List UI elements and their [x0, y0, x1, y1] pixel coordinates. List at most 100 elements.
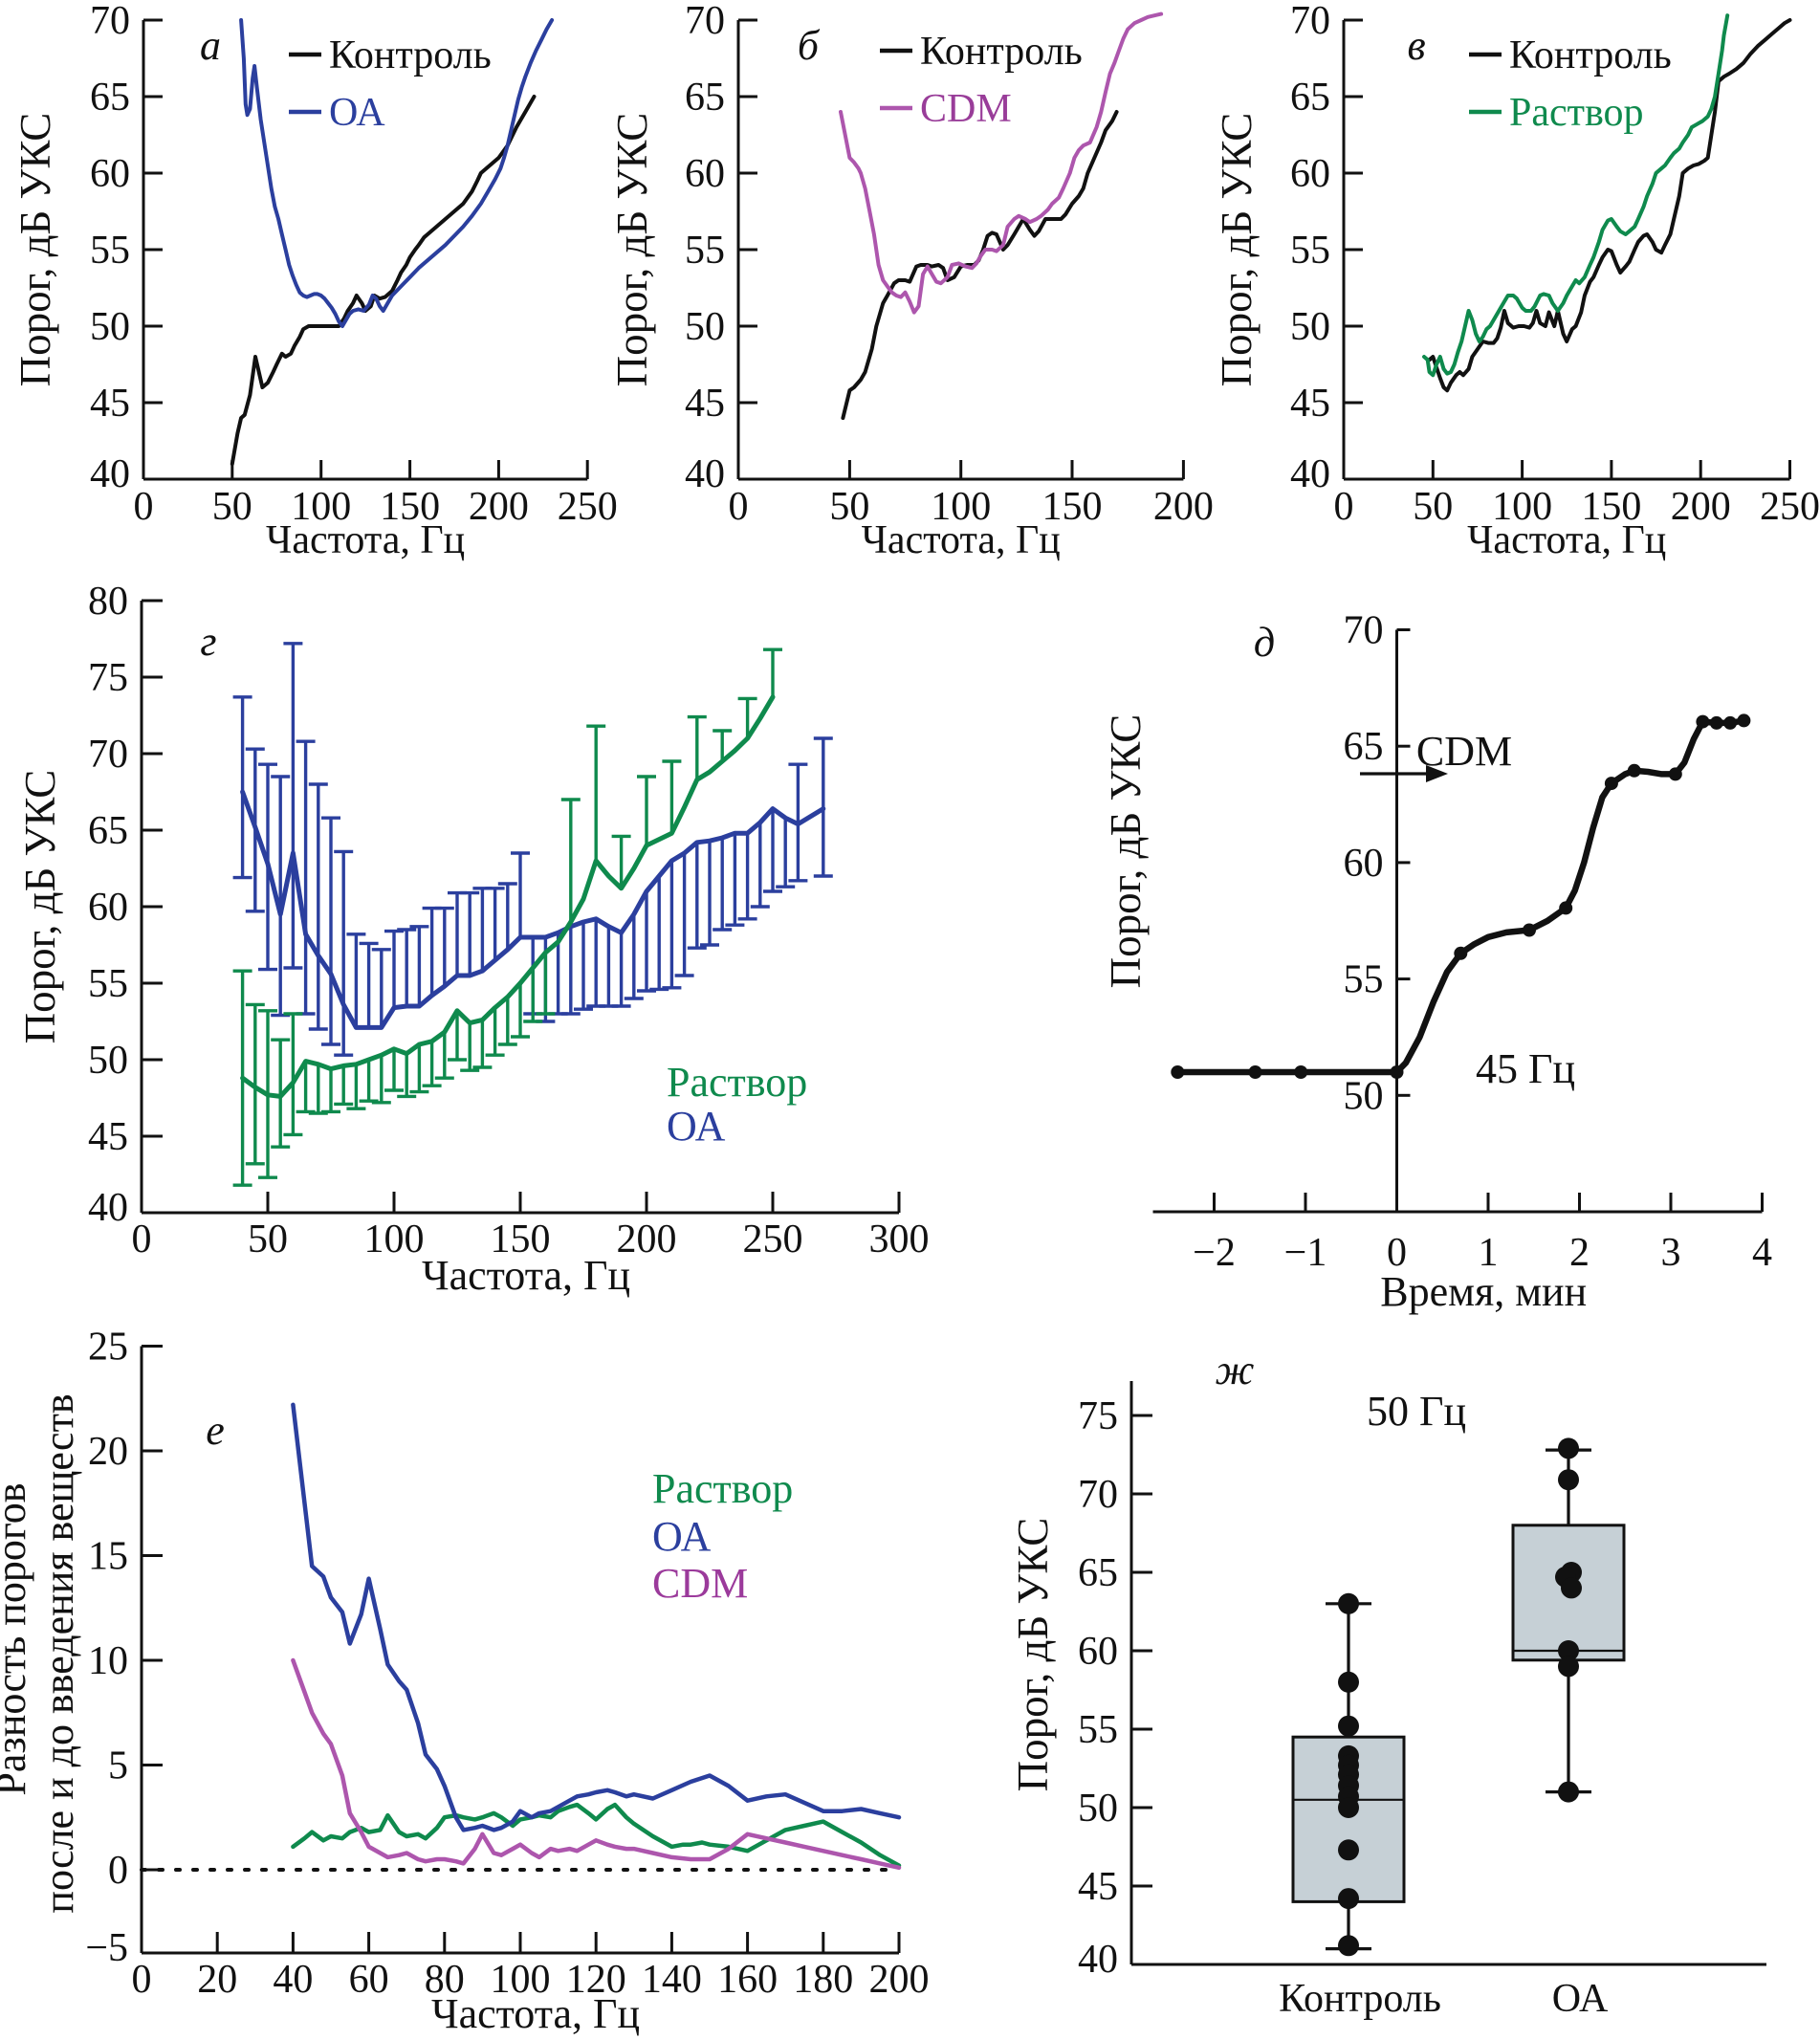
svg-text:CDM: CDM	[1416, 728, 1512, 775]
svg-text:Контроль: Контроль	[920, 30, 1083, 74]
svg-text:55: 55	[1344, 958, 1384, 1002]
svg-text:Раствор: Раствор	[667, 1059, 807, 1106]
svg-text:50: 50	[829, 485, 869, 529]
svg-text:50 Гц: 50 Гц	[1367, 1388, 1466, 1435]
svg-text:Частота, Гц: Частота, Гц	[266, 518, 465, 562]
svg-text:55: 55	[88, 962, 128, 1006]
svg-text:ОА: ОА	[652, 1513, 712, 1560]
svg-text:45: 45	[90, 382, 130, 426]
svg-text:60: 60	[1290, 152, 1330, 196]
svg-text:г: г	[200, 618, 216, 665]
svg-text:Порог, дБ УКС: Порог, дБ УКС	[16, 770, 64, 1044]
svg-text:55: 55	[685, 229, 725, 273]
svg-text:200: 200	[617, 1217, 677, 1261]
svg-text:150: 150	[1042, 485, 1103, 529]
svg-text:100: 100	[491, 1958, 551, 2002]
svg-text:75: 75	[88, 656, 128, 700]
svg-text:60: 60	[90, 152, 130, 196]
svg-text:150: 150	[1581, 485, 1641, 529]
svg-text:55: 55	[1290, 229, 1330, 273]
svg-text:50: 50	[1290, 305, 1330, 349]
svg-text:ОА: ОА	[329, 91, 385, 135]
svg-text:40: 40	[88, 1186, 128, 1230]
svg-text:40: 40	[1290, 452, 1330, 496]
svg-text:50: 50	[88, 1039, 128, 1083]
svg-text:б: б	[798, 22, 821, 69]
svg-text:50: 50	[1344, 1074, 1384, 1118]
svg-text:60: 60	[685, 152, 725, 196]
svg-text:2: 2	[1569, 1231, 1590, 1275]
svg-text:70: 70	[90, 0, 130, 43]
svg-text:после и до введения веществ: после и до введения веществ	[35, 1393, 82, 1913]
svg-text:65: 65	[90, 76, 130, 120]
svg-text:65: 65	[88, 809, 128, 853]
svg-text:Разность порогов: Разность порогов	[0, 1482, 34, 1795]
svg-text:60: 60	[1344, 842, 1384, 886]
svg-text:15: 15	[88, 1535, 128, 1579]
svg-text:100: 100	[291, 485, 351, 529]
svg-text:80: 80	[88, 580, 128, 624]
svg-text:55: 55	[1078, 1708, 1118, 1752]
svg-text:45: 45	[1290, 382, 1330, 426]
svg-text:160: 160	[717, 1958, 778, 2002]
svg-text:250: 250	[743, 1217, 803, 1261]
svg-text:150: 150	[380, 485, 440, 529]
svg-text:−5: −5	[85, 1926, 128, 1970]
svg-text:0: 0	[134, 485, 154, 529]
svg-text:70: 70	[1290, 0, 1330, 43]
svg-text:50: 50	[90, 305, 130, 349]
svg-text:д: д	[1254, 619, 1275, 666]
svg-text:0: 0	[1387, 1231, 1407, 1275]
svg-text:Частота, Гц: Частота, Гц	[431, 1990, 640, 2037]
svg-text:65: 65	[1078, 1551, 1118, 1595]
svg-text:70: 70	[88, 733, 128, 777]
svg-text:Порог, дБ УКС: Порог, дБ УКС	[11, 113, 59, 387]
svg-text:ОА: ОА	[667, 1103, 726, 1150]
svg-text:60: 60	[349, 1958, 389, 2002]
svg-text:40: 40	[1078, 1938, 1118, 1982]
svg-text:5: 5	[108, 1744, 128, 1788]
svg-text:50: 50	[248, 1217, 288, 1261]
svg-text:−1: −1	[1284, 1231, 1327, 1275]
svg-text:200: 200	[869, 1958, 930, 2002]
svg-text:40: 40	[685, 452, 725, 496]
svg-text:Контроль: Контроль	[1509, 33, 1672, 77]
svg-text:Время, мин: Время, мин	[1380, 1268, 1587, 1315]
svg-text:а: а	[200, 22, 221, 69]
svg-text:0: 0	[729, 485, 749, 529]
svg-text:180: 180	[793, 1958, 853, 2002]
svg-text:Контроль: Контроль	[329, 33, 492, 77]
svg-text:40: 40	[90, 452, 130, 496]
svg-text:250: 250	[558, 485, 618, 529]
svg-text:45: 45	[1078, 1865, 1118, 1909]
svg-text:75: 75	[1078, 1394, 1118, 1438]
svg-text:60: 60	[1078, 1630, 1118, 1674]
svg-text:0: 0	[132, 1217, 152, 1261]
svg-text:е: е	[206, 1407, 225, 1454]
svg-text:50: 50	[1413, 485, 1453, 529]
svg-text:200: 200	[1671, 485, 1731, 529]
svg-text:200: 200	[469, 485, 529, 529]
svg-text:Контроль: Контроль	[1279, 1977, 1441, 2021]
svg-text:45 Гц: 45 Гц	[1476, 1045, 1575, 1092]
svg-text:250: 250	[1760, 485, 1820, 529]
svg-text:10: 10	[88, 1639, 128, 1683]
svg-text:100: 100	[931, 485, 991, 529]
svg-text:20: 20	[88, 1430, 128, 1474]
svg-text:3: 3	[1661, 1231, 1681, 1275]
svg-text:20: 20	[197, 1958, 237, 2002]
svg-text:25: 25	[88, 1326, 128, 1370]
svg-text:Порог, дБ УКС: Порог, дБ УКС	[608, 113, 656, 387]
svg-text:Порог, дБ УКС: Порог, дБ УКС	[1009, 1518, 1057, 1792]
svg-text:40: 40	[273, 1958, 313, 2002]
svg-text:70: 70	[1078, 1473, 1118, 1517]
svg-text:−2: −2	[1193, 1231, 1236, 1275]
svg-text:0: 0	[1334, 485, 1354, 529]
svg-text:65: 65	[1290, 76, 1330, 120]
svg-text:100: 100	[364, 1217, 425, 1261]
svg-text:ж: ж	[1216, 1347, 1255, 1393]
svg-text:1: 1	[1479, 1231, 1499, 1275]
svg-text:70: 70	[1344, 609, 1384, 653]
svg-text:Раствор: Раствор	[652, 1465, 793, 1512]
svg-text:140: 140	[642, 1958, 702, 2002]
